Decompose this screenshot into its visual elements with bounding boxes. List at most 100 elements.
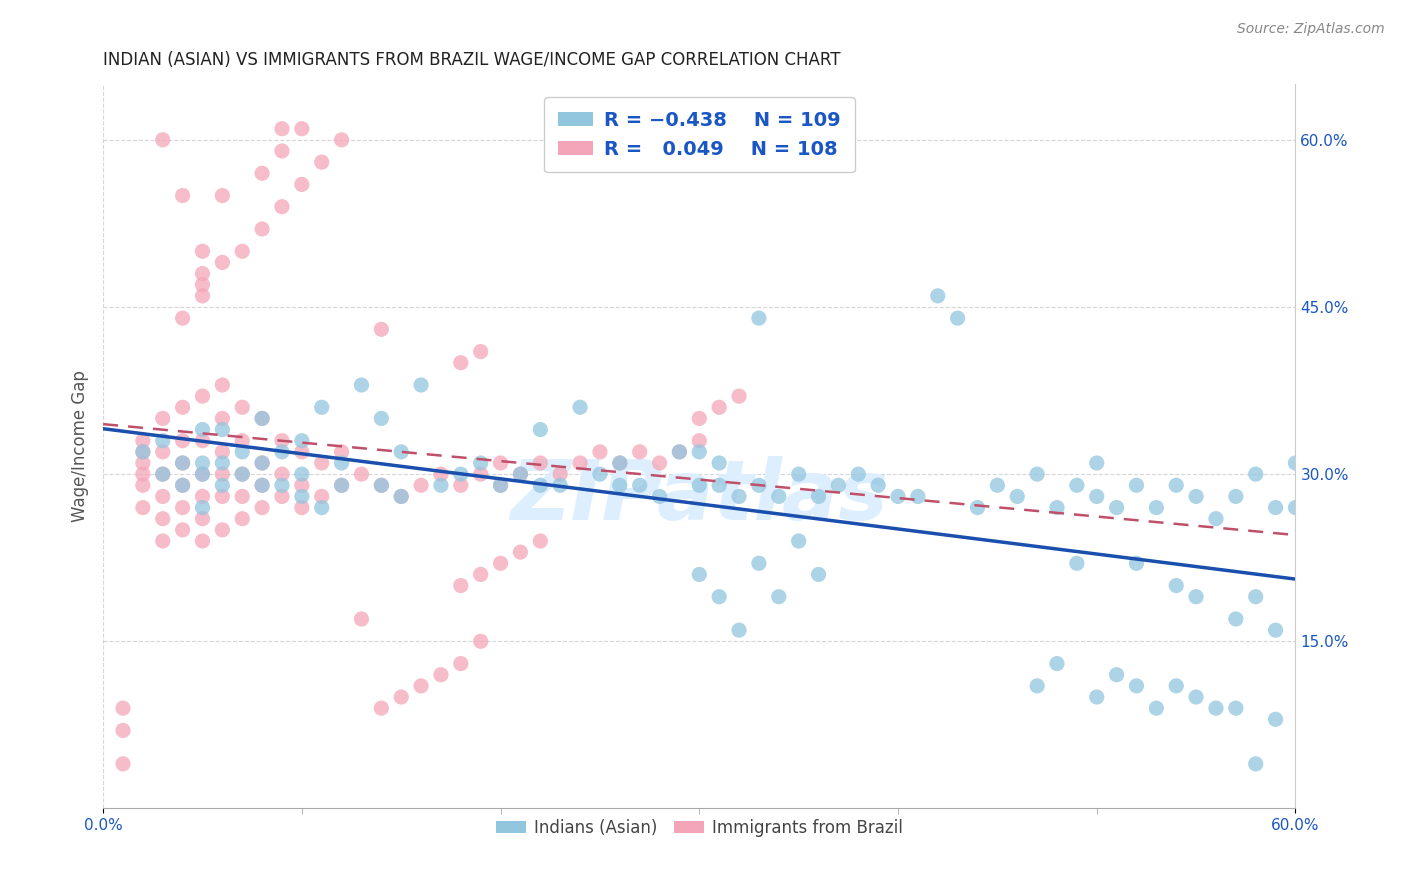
Point xyxy=(648,456,671,470)
Point xyxy=(1284,500,1306,515)
Point xyxy=(589,467,612,482)
Point xyxy=(211,456,233,470)
Point xyxy=(1205,701,1227,715)
Point xyxy=(231,244,253,259)
Point xyxy=(250,478,273,492)
Point xyxy=(470,456,492,470)
Point xyxy=(1185,690,1208,704)
Point xyxy=(291,490,314,504)
Point xyxy=(111,756,134,771)
Point xyxy=(191,244,214,259)
Point xyxy=(250,411,273,425)
Point xyxy=(152,512,174,526)
Point xyxy=(509,467,531,482)
Point xyxy=(688,567,710,582)
Point xyxy=(1166,578,1188,592)
Point xyxy=(231,467,253,482)
Point xyxy=(648,490,671,504)
Point xyxy=(489,556,512,570)
Point xyxy=(827,478,849,492)
Point xyxy=(250,456,273,470)
Legend: Indians (Asian), Immigrants from Brazil: Indians (Asian), Immigrants from Brazil xyxy=(489,813,910,844)
Point xyxy=(887,490,910,504)
Point xyxy=(370,322,392,336)
Point xyxy=(291,478,314,492)
Point xyxy=(211,188,233,202)
Point xyxy=(569,456,592,470)
Point xyxy=(350,612,373,626)
Point xyxy=(271,467,294,482)
Point xyxy=(211,478,233,492)
Point xyxy=(1205,512,1227,526)
Point xyxy=(1125,679,1147,693)
Point xyxy=(152,133,174,147)
Point xyxy=(1066,478,1088,492)
Point xyxy=(668,445,690,459)
Point xyxy=(311,500,333,515)
Point xyxy=(688,478,710,492)
Point xyxy=(111,723,134,738)
Point xyxy=(211,467,233,482)
Point xyxy=(1066,556,1088,570)
Point xyxy=(132,456,155,470)
Point xyxy=(450,356,472,370)
Point xyxy=(409,478,432,492)
Point xyxy=(509,545,531,559)
Point xyxy=(191,490,214,504)
Point xyxy=(132,467,155,482)
Point xyxy=(628,445,651,459)
Point xyxy=(132,434,155,448)
Point xyxy=(1264,500,1286,515)
Point xyxy=(1166,679,1188,693)
Point xyxy=(489,478,512,492)
Point xyxy=(1244,467,1267,482)
Point xyxy=(927,289,949,303)
Point xyxy=(330,456,353,470)
Point xyxy=(728,389,751,403)
Point xyxy=(370,411,392,425)
Point xyxy=(748,478,770,492)
Point xyxy=(409,679,432,693)
Point xyxy=(787,467,810,482)
Point xyxy=(1125,556,1147,570)
Y-axis label: Wage/Income Gap: Wage/Income Gap xyxy=(72,370,89,522)
Point xyxy=(807,490,830,504)
Point xyxy=(330,478,353,492)
Point xyxy=(966,500,988,515)
Point xyxy=(250,166,273,180)
Point xyxy=(231,445,253,459)
Point xyxy=(172,401,194,415)
Point xyxy=(450,467,472,482)
Point xyxy=(111,701,134,715)
Point xyxy=(211,411,233,425)
Point xyxy=(450,657,472,671)
Point xyxy=(430,478,453,492)
Point xyxy=(211,445,233,459)
Point xyxy=(271,434,294,448)
Point xyxy=(250,222,273,236)
Point xyxy=(191,277,214,292)
Point xyxy=(787,534,810,549)
Point xyxy=(609,456,631,470)
Point xyxy=(271,121,294,136)
Point xyxy=(1225,490,1247,504)
Point xyxy=(529,534,551,549)
Point xyxy=(250,411,273,425)
Point xyxy=(191,434,214,448)
Point xyxy=(470,344,492,359)
Point xyxy=(1264,712,1286,726)
Point xyxy=(768,590,790,604)
Point xyxy=(370,701,392,715)
Point xyxy=(728,623,751,637)
Point xyxy=(1046,500,1069,515)
Point xyxy=(1225,701,1247,715)
Text: INDIAN (ASIAN) VS IMMIGRANTS FROM BRAZIL WAGE/INCOME GAP CORRELATION CHART: INDIAN (ASIAN) VS IMMIGRANTS FROM BRAZIL… xyxy=(103,51,841,69)
Point xyxy=(311,456,333,470)
Point xyxy=(191,456,214,470)
Point xyxy=(350,467,373,482)
Point xyxy=(1244,590,1267,604)
Point xyxy=(311,401,333,415)
Text: Source: ZipAtlas.com: Source: ZipAtlas.com xyxy=(1237,22,1385,37)
Point xyxy=(231,434,253,448)
Point xyxy=(291,178,314,192)
